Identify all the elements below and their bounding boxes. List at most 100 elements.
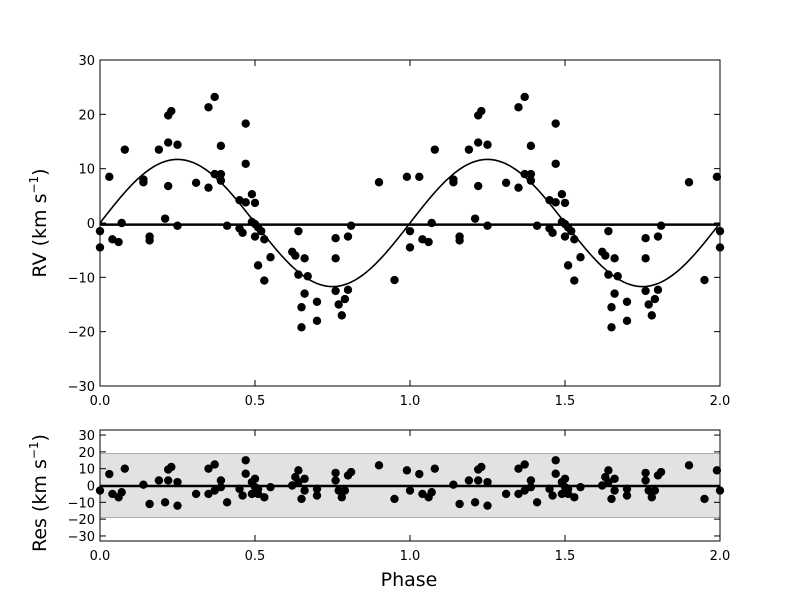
- data-point-0-32: [241, 159, 250, 168]
- data-point-1-76: [532, 498, 542, 507]
- data-point-1-7: [145, 499, 154, 509]
- y-tick-label-1-2: −10: [68, 496, 95, 511]
- data-point-1-93: [607, 494, 616, 504]
- data-point-0-80: [470, 214, 480, 223]
- data-point-1-18: [210, 486, 219, 495]
- y-tick-label-0-0: −30: [68, 380, 95, 395]
- data-point-1-10: [164, 476, 173, 485]
- data-point-1-4: [117, 488, 126, 497]
- y-tick-label-0-1: −20: [68, 326, 95, 341]
- data-point-1-66: [477, 462, 486, 472]
- y-tick-label-1-4: 10: [78, 463, 95, 478]
- data-point-0-56: [331, 254, 340, 263]
- data-point-0-114: [601, 251, 610, 260]
- data-point-0-74: [430, 145, 439, 154]
- data-point-0-125: [641, 234, 650, 243]
- data-point-0-119: [610, 289, 619, 298]
- data-point-0-76: [449, 178, 458, 187]
- y-tick-label-0-4: 10: [78, 163, 95, 178]
- data-point-1-63: [470, 498, 480, 507]
- x-tick-label-1-3: 1.5: [555, 549, 576, 564]
- phase-x-axis-label: Phase: [381, 569, 438, 591]
- data-point-0-133: [684, 178, 694, 187]
- data-point-0-81: [474, 181, 483, 191]
- data-point-0-69: [405, 243, 415, 252]
- data-point-0-46: [291, 251, 300, 260]
- data-point-1-95: [610, 474, 619, 483]
- y-tick-label-0-2: −10: [68, 271, 95, 286]
- data-point-1-102: [650, 486, 660, 495]
- data-point-1-45: [331, 468, 340, 478]
- data-point-0-104: [560, 198, 570, 208]
- x-tick-label-0-2: 1.0: [400, 394, 421, 409]
- data-point-0-90: [520, 169, 529, 179]
- data-point-0-43: [260, 235, 269, 244]
- data-point-1-12: [167, 462, 176, 472]
- data-point-0-52: [300, 254, 309, 263]
- y-tick-label-0-6: 30: [78, 54, 95, 69]
- data-point-0-24: [216, 169, 226, 179]
- data-point-0-8: [139, 178, 148, 187]
- x-tick-label-0-0: 0.0: [90, 394, 111, 409]
- data-point-1-86: [563, 484, 573, 494]
- data-point-0-25: [216, 176, 226, 185]
- data-point-0-2: [105, 172, 114, 182]
- data-point-0-62: [343, 285, 353, 295]
- data-point-0-117: [607, 323, 616, 332]
- data-point-1-17: [204, 489, 213, 499]
- x-tick-label-1-4: 2.0: [710, 549, 731, 564]
- data-point-1-5: [120, 464, 129, 473]
- data-point-1-43: [312, 484, 322, 494]
- data-point-0-124: [641, 254, 650, 263]
- data-point-0-27: [222, 221, 232, 230]
- data-point-1-61: [455, 499, 464, 509]
- rv-panel: 0.0 0.5 1.0 1.5 2.0 −30 −20 −10 0 10 20 30: [68, 54, 731, 409]
- data-point-1-9: [160, 498, 170, 507]
- data-point-1-56: [418, 489, 427, 499]
- data-point-0-68: [405, 226, 415, 236]
- data-point-1-48: [340, 486, 350, 495]
- data-point-0-98: [548, 228, 557, 237]
- data-point-1-37: [294, 466, 303, 475]
- data-point-1-67: [483, 501, 492, 510]
- data-point-1-2: [108, 489, 117, 499]
- data-point-0-17: [173, 221, 182, 230]
- data-point-0-20: [204, 103, 213, 112]
- data-point-0-65: [374, 178, 384, 187]
- data-point-1-71: [514, 489, 523, 499]
- data-point-1-40: [300, 486, 309, 495]
- data-point-0-14: [164, 138, 173, 147]
- data-point-1-47: [337, 493, 346, 502]
- data-point-0-126: [641, 286, 650, 296]
- data-point-1-21: [216, 476, 226, 485]
- data-point-1-83: [560, 474, 570, 483]
- data-point-1-75: [526, 476, 536, 485]
- data-point-0-33: [241, 119, 250, 128]
- data-point-1-33: [260, 493, 269, 502]
- data-point-0-120: [610, 254, 619, 263]
- data-point-0-36: [250, 198, 260, 208]
- data-point-1-96: [622, 491, 632, 500]
- x-tick-label-1-0: 0.0: [90, 549, 111, 564]
- data-point-1-39: [297, 494, 306, 504]
- data-point-0-73: [427, 218, 436, 228]
- data-point-0-57: [331, 234, 340, 243]
- data-point-1-68: [483, 477, 492, 487]
- data-point-0-70: [415, 172, 424, 182]
- data-point-0-112: [576, 253, 585, 262]
- res-y-axis-label: Res (km s−1): [27, 434, 51, 552]
- data-point-0-49: [297, 323, 306, 332]
- y-tick-label-1-1: −20: [68, 513, 95, 528]
- data-point-1-42: [312, 491, 322, 500]
- data-point-0-22: [210, 169, 219, 179]
- data-point-0-121: [613, 272, 622, 281]
- y-tick-label-1-6: 30: [78, 429, 95, 444]
- data-point-1-80: [551, 456, 560, 465]
- data-point-1-23: [235, 484, 244, 494]
- data-point-1-41: [300, 474, 309, 483]
- data-point-0-86: [483, 140, 492, 149]
- data-point-0-5: [117, 218, 126, 228]
- data-point-1-74: [526, 482, 536, 492]
- data-point-0-129: [650, 294, 660, 304]
